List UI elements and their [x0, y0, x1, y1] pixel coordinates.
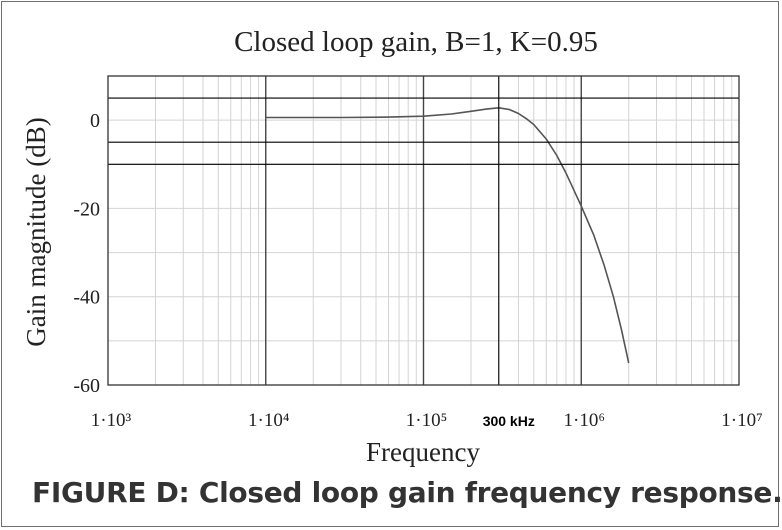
- axis-ticks: 1·10³ 1·10⁴ 1·10⁵ 1·10⁶ 1·10⁷ 0 -20 -40 -60: [73, 110, 762, 431]
- grid: [108, 76, 739, 385]
- curves: [265, 107, 630, 364]
- y-tick-label: -60: [73, 375, 100, 397]
- x-tick-label: 1·10³: [91, 410, 132, 431]
- y-axis-label: Gain magnitude (dB): [21, 117, 51, 346]
- x-tick-label: 1·10⁴: [248, 410, 290, 431]
- y-tick-label: -20: [73, 198, 100, 220]
- gain-curve: [265, 107, 630, 364]
- annotations: 300 kHz: [108, 76, 739, 429]
- y-tick-label: -40: [73, 287, 100, 309]
- chart-title: Closed loop gain, B=1, K=0.95: [234, 26, 598, 58]
- x-axis-label: Frequency: [366, 437, 480, 467]
- figure-caption: FIGURE D: Closed loop gain frequency res…: [32, 476, 782, 509]
- x-tick-label: 1·10⁵: [406, 410, 447, 431]
- x-tick-label: 1·10⁷: [721, 410, 762, 431]
- x-tick-label: 1·10⁶: [564, 410, 605, 431]
- frequency-marker-label: 300 kHz: [483, 413, 535, 429]
- y-tick-label: 0: [90, 110, 100, 132]
- gain-chart: Closed loop gain, B=1, K=0.95 1·10³ 1·10⁴…: [21, 26, 763, 467]
- plot-border: [107, 75, 740, 386]
